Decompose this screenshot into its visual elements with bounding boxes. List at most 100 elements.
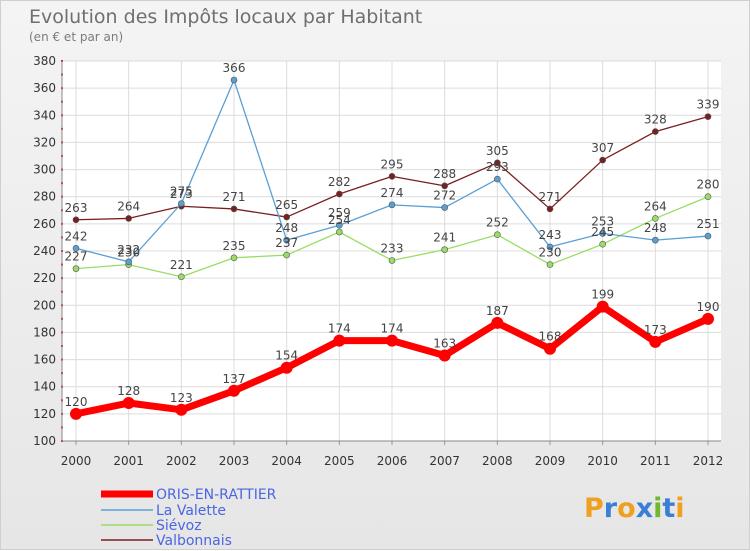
data-label: 137 xyxy=(223,372,246,386)
data-point xyxy=(72,244,80,252)
data-label: 235 xyxy=(223,239,246,253)
y-tick-label: 260 xyxy=(33,217,56,231)
data-label: 242 xyxy=(65,229,88,243)
data-label: 230 xyxy=(539,246,562,260)
data-point xyxy=(599,230,606,237)
data-point xyxy=(546,261,554,268)
legend-label: La Valette xyxy=(156,503,226,519)
data-point xyxy=(544,342,556,355)
data-point xyxy=(125,215,132,222)
data-point xyxy=(649,335,662,348)
data-point xyxy=(599,156,606,164)
data-point xyxy=(652,128,659,135)
y-tick-label: 140 xyxy=(33,380,56,394)
data-label: 123 xyxy=(170,391,193,405)
data-label: 307 xyxy=(591,141,614,155)
data-label: 280 xyxy=(697,178,720,192)
data-label: 271 xyxy=(539,190,562,204)
y-tick-label: 280 xyxy=(33,190,56,204)
y-tick-label: 120 xyxy=(33,407,56,421)
data-label: 272 xyxy=(433,189,456,203)
x-tick-label: 2009 xyxy=(535,454,566,468)
data-label: 339 xyxy=(697,98,720,112)
y-tick-label: 220 xyxy=(33,271,56,285)
data-label: 366 xyxy=(223,61,246,75)
x-tick-label: 2008 xyxy=(482,454,513,468)
data-label: 154 xyxy=(275,349,298,363)
data-point xyxy=(596,300,609,313)
data-point xyxy=(388,173,396,180)
data-label: 274 xyxy=(381,186,404,200)
grid-layer xyxy=(62,60,721,442)
y-tick-label: 340 xyxy=(33,108,56,122)
x-tick-label: 2004 xyxy=(271,454,302,468)
data-label: 241 xyxy=(433,231,456,245)
data-point xyxy=(494,159,501,167)
x-tick-label: 2000 xyxy=(61,454,92,468)
proxiti-logo: Proxiti xyxy=(584,493,685,524)
data-point xyxy=(652,215,659,222)
y-tick-label: 360 xyxy=(33,81,56,95)
data-label: 328 xyxy=(644,113,667,127)
data-point xyxy=(72,216,80,224)
data-point xyxy=(546,243,554,251)
data-point xyxy=(546,205,554,213)
data-label: 120 xyxy=(65,395,88,409)
data-label: 295 xyxy=(381,157,404,171)
data-point xyxy=(494,231,501,239)
data-label: 273 xyxy=(170,187,193,201)
data-label: 227 xyxy=(65,250,88,264)
data-label: 199 xyxy=(591,288,614,302)
data-label: 232 xyxy=(117,243,140,257)
data-label: 221 xyxy=(170,258,193,272)
data-point xyxy=(441,246,448,253)
data-label: 174 xyxy=(328,322,351,336)
data-point xyxy=(178,273,185,281)
data-point xyxy=(283,236,290,244)
data-label: 190 xyxy=(697,300,720,314)
data-point xyxy=(388,257,396,264)
axis-layer: 100 120 140 160 180 200 220 240 260 280 300 320 340 3… xyxy=(33,54,723,468)
data-label: 248 xyxy=(644,221,667,235)
data-label: 305 xyxy=(486,144,509,158)
data-label: 248 xyxy=(275,221,298,235)
data-point xyxy=(599,240,606,248)
data-point xyxy=(230,205,238,213)
legend-label: ORIS-EN-RATTIER xyxy=(156,487,277,503)
data-label-layer: 120 128 123 137 154 174 174 163 187 168 199 173 190 2… xyxy=(65,61,720,409)
y-tick-label: 320 xyxy=(33,135,56,149)
y-tick-label: 100 xyxy=(33,434,56,448)
data-point xyxy=(441,204,448,211)
data-label: 263 xyxy=(65,201,88,215)
y-tick-label: 380 xyxy=(33,54,56,68)
data-point xyxy=(125,258,132,266)
data-label: 128 xyxy=(117,384,140,398)
data-label: 253 xyxy=(591,214,614,228)
data-label: 243 xyxy=(539,228,562,242)
data-label: 264 xyxy=(117,199,140,213)
data-point xyxy=(386,334,398,347)
chart-subtitle: (en € et par an) xyxy=(29,30,123,44)
data-point xyxy=(336,221,343,229)
data-label: 271 xyxy=(223,190,246,204)
x-tick-label: 2003 xyxy=(219,454,250,468)
data-point xyxy=(441,182,448,190)
data-point xyxy=(704,193,712,201)
y-tick-label: 300 xyxy=(33,163,56,177)
x-tick-label: 2005 xyxy=(324,454,355,468)
data-point xyxy=(70,407,82,420)
x-tick-label: 2001 xyxy=(113,454,144,468)
data-point xyxy=(283,213,290,221)
data-point xyxy=(175,403,188,416)
y-tick-label: 200 xyxy=(33,298,56,312)
data-label: 233 xyxy=(381,242,404,256)
svg-text:Proxiti: Proxiti xyxy=(584,493,685,524)
data-label: 163 xyxy=(433,337,456,351)
x-tick-label: 2012 xyxy=(693,454,724,468)
data-point xyxy=(652,236,659,244)
y-tick-label: 180 xyxy=(33,325,56,339)
data-label: 251 xyxy=(697,217,720,231)
